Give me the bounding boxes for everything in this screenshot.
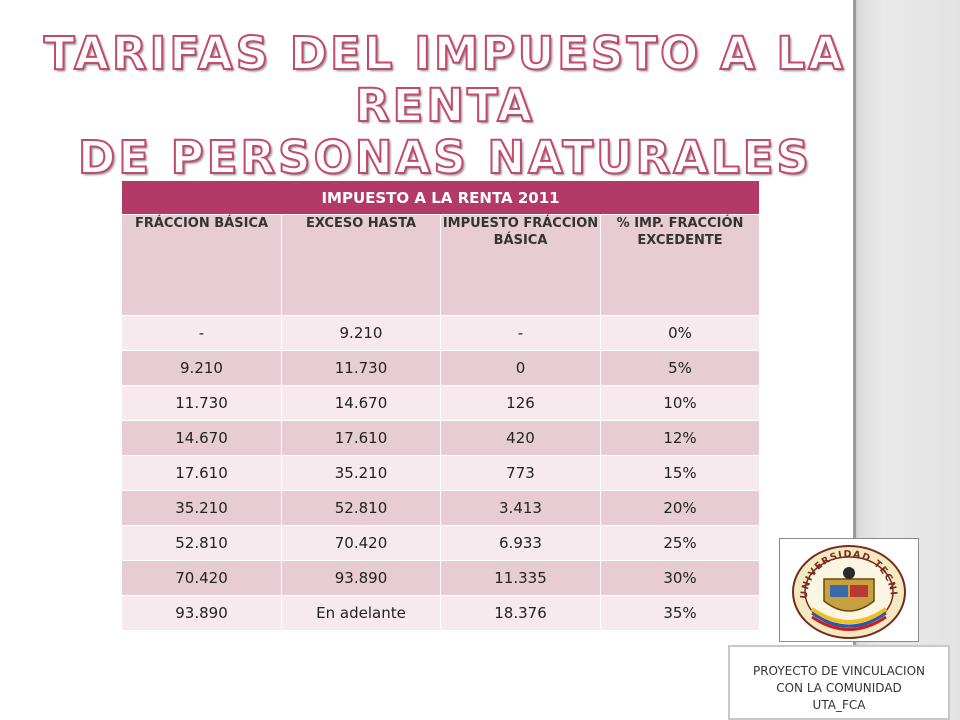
table-cell: 70.420 (121, 560, 282, 596)
table-cell: 11.730 (121, 385, 282, 421)
project-caption-line-1: PROYECTO DE VINCULACION (752, 664, 926, 678)
university-seal: UNIVERSIDAD TECNICA DE AMBATO (775, 531, 919, 642)
project-caption-line-2: CON LA COMUNIDAD (776, 681, 902, 695)
table-cell: 0% (599, 315, 761, 351)
project-caption-box: PROYECTO DE VINCULACION CON LA COMUNIDAD… (728, 645, 950, 720)
table-row: 17.610 35.210 773 15% (121, 455, 761, 491)
table-cell: 126 (440, 385, 601, 421)
table-cell: 18.376 (440, 595, 601, 631)
slide-title: TARIFAS DEL IMPUESTO A LA RENTA DE PERSO… (40, 27, 850, 185)
table-cell: 14.670 (121, 420, 282, 456)
table-cell: 773 (440, 455, 601, 491)
table-cell: 12% (599, 420, 761, 456)
table-row: 70.420 93.890 11.335 30% (121, 560, 761, 596)
university-seal-emblem: UNIVERSIDAD TECNICA DE AMBATO (775, 531, 906, 639)
table-cell: 30% (599, 560, 761, 596)
table-cell: - (440, 315, 601, 351)
table-cell: 15% (599, 455, 761, 491)
table-row: 52.810 70.420 6.933 25% (121, 525, 761, 561)
table-cell: 0 (440, 350, 601, 386)
table-cell: 9.210 (121, 350, 282, 386)
table-cell: 11.730 (281, 350, 441, 386)
table-cell: 3.413 (440, 490, 601, 526)
table-cell: 35.210 (121, 490, 282, 526)
table-cell: 9.210 (281, 315, 441, 351)
column-header: % IMP. FRACCIÓN EXCEDENTE (599, 214, 761, 316)
table-cell: 17.610 (281, 420, 441, 456)
table-cell: 10% (599, 385, 761, 421)
column-header: EXCESO HASTA (281, 214, 441, 316)
table-cell: 14.670 (281, 385, 441, 421)
table-cell: - (121, 315, 282, 351)
band-edge (853, 0, 856, 720)
table-cell: 35.210 (281, 455, 441, 491)
table-cell: 35% (599, 595, 761, 631)
slide-title-line-2: DE PERSONAS NATURALES (77, 131, 812, 185)
slide-title-line-1: TARIFAS DEL IMPUESTO A LA RENTA (43, 27, 847, 133)
table-cell: En adelante (281, 595, 441, 631)
table-cell: 17.610 (121, 455, 282, 491)
table-cell: 93.890 (281, 560, 441, 596)
table-cell: 52.810 (121, 525, 282, 561)
table-row: 11.730 14.670 126 10% (121, 385, 761, 421)
table-row: - 9.210 - 0% (121, 315, 761, 351)
table-cell: 70.420 (281, 525, 441, 561)
table-cell: 20% (599, 490, 761, 526)
tax-rate-table: IMPUESTO A LA RENTA 2011 FRÁCCION BÁSICA… (120, 180, 761, 631)
table-row: 35.210 52.810 3.413 20% (121, 490, 761, 526)
table-cell: 420 (440, 420, 601, 456)
project-caption-line-3: UTA_FCA (812, 698, 866, 712)
table-cell: 52.810 (281, 490, 441, 526)
table-cell: 93.890 (121, 595, 282, 631)
table-row: 9.210 11.730 0 5% (121, 350, 761, 386)
table-cell: 25% (599, 525, 761, 561)
table-row: 93.890 En adelante 18.376 35% (121, 595, 761, 631)
table-cell: 6.933 (440, 525, 601, 561)
column-header: IMPUESTO FRÁCCION BÁSICA (440, 214, 601, 316)
column-header: FRÁCCION BÁSICA (121, 214, 282, 316)
table-cell: 5% (599, 350, 761, 386)
table-row: 14.670 17.610 420 12% (121, 420, 761, 456)
table-cell: 11.335 (440, 560, 601, 596)
table-caption: IMPUESTO A LA RENTA 2011 (120, 180, 761, 215)
table-caption-row: IMPUESTO A LA RENTA 2011 (120, 180, 761, 215)
table-header-row: FRÁCCION BÁSICA EXCESO HASTA IMPUESTO FR… (121, 214, 761, 316)
